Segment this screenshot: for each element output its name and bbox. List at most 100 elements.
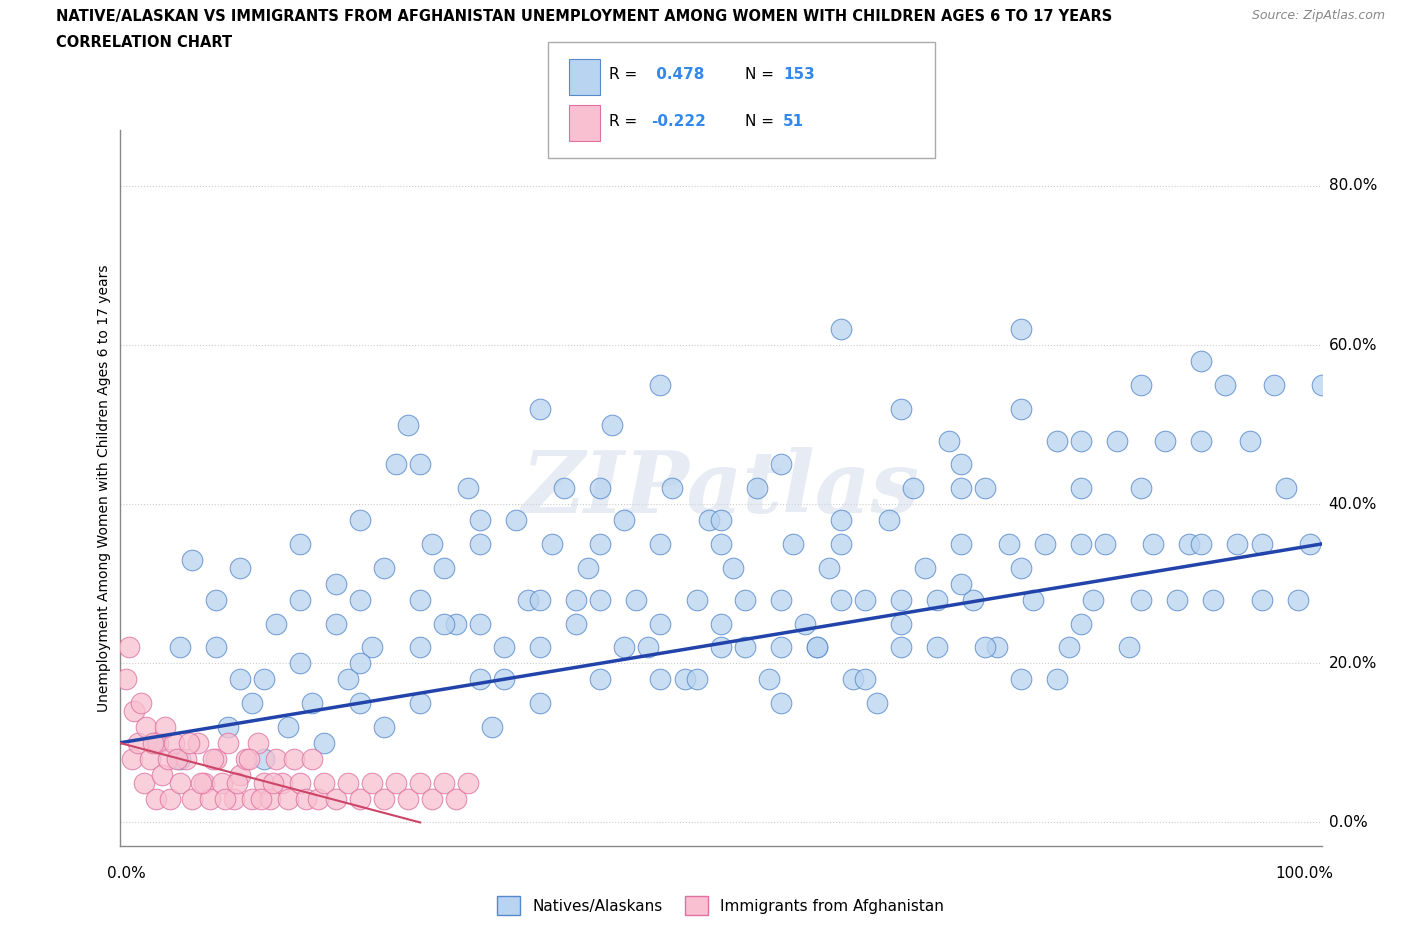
Point <box>349 592 371 607</box>
Point <box>277 791 299 806</box>
Point <box>576 561 599 576</box>
Point <box>409 696 432 711</box>
Text: NATIVE/ALASKAN VS IMMIGRANTS FROM AFGHANISTAN UNEMPLOYMENT AMONG WOMEN WITH CHIL: NATIVE/ALASKAN VS IMMIGRANTS FROM AFGHAN… <box>56 9 1112 24</box>
Point <box>962 592 984 607</box>
Point <box>806 640 828 655</box>
Point <box>1083 592 1105 607</box>
Point <box>890 401 912 416</box>
Point <box>468 671 492 686</box>
Text: R =: R = <box>609 67 643 82</box>
Point <box>325 791 347 806</box>
Point <box>1130 481 1153 496</box>
Point <box>409 776 432 790</box>
Point <box>190 776 212 790</box>
Point <box>782 537 804 551</box>
Point <box>150 767 173 782</box>
Point <box>914 561 936 576</box>
Point <box>806 640 828 655</box>
Point <box>240 696 263 711</box>
Point <box>180 791 202 806</box>
Point <box>866 696 889 711</box>
Point <box>1202 592 1225 607</box>
Point <box>1010 671 1032 686</box>
Point <box>202 751 225 766</box>
Point <box>613 640 636 655</box>
Point <box>1070 433 1092 448</box>
Point <box>444 616 467 631</box>
Point <box>114 671 136 686</box>
Point <box>253 671 276 686</box>
Point <box>565 616 588 631</box>
Point <box>283 751 305 766</box>
Point <box>974 481 997 496</box>
Point <box>420 791 443 806</box>
Point <box>179 736 201 751</box>
Point <box>468 616 492 631</box>
Point <box>468 537 492 551</box>
Point <box>396 418 419 432</box>
Point <box>135 720 157 735</box>
Point <box>661 481 683 496</box>
Point <box>204 751 226 766</box>
Point <box>650 537 672 551</box>
Point <box>238 751 260 766</box>
Point <box>228 561 250 576</box>
Point <box>1010 322 1032 337</box>
Point <box>685 671 707 686</box>
Point <box>890 592 912 607</box>
Point <box>734 640 756 655</box>
Point <box>349 696 371 711</box>
Point <box>830 592 852 607</box>
Point <box>709 512 731 527</box>
Text: Source: ZipAtlas.com: Source: ZipAtlas.com <box>1251 9 1385 22</box>
Point <box>228 767 250 782</box>
Point <box>830 512 852 527</box>
Text: 153: 153 <box>783 67 815 82</box>
Point <box>1070 537 1092 551</box>
Point <box>1033 537 1056 551</box>
Point <box>1215 378 1237 392</box>
Point <box>529 401 551 416</box>
Point <box>162 736 184 751</box>
Point <box>385 776 408 790</box>
Point <box>697 512 720 527</box>
Point <box>626 592 648 607</box>
Point <box>409 457 432 472</box>
Point <box>1189 433 1212 448</box>
Point <box>385 457 408 472</box>
Point <box>409 640 432 655</box>
Text: 40.0%: 40.0% <box>1329 497 1376 512</box>
Point <box>565 592 588 607</box>
Point <box>349 656 371 671</box>
Point <box>217 736 239 751</box>
Point <box>589 671 612 686</box>
Point <box>925 592 948 607</box>
Point <box>637 640 659 655</box>
Point <box>262 776 284 790</box>
Point <box>325 616 347 631</box>
Point <box>769 696 792 711</box>
Point <box>613 512 636 527</box>
Point <box>1189 353 1212 368</box>
Point <box>1250 592 1272 607</box>
Point <box>153 720 176 735</box>
Point <box>217 720 239 735</box>
Point <box>1046 671 1069 686</box>
Point <box>602 418 624 432</box>
Text: -0.222: -0.222 <box>651 113 706 129</box>
Point <box>1070 481 1092 496</box>
Point <box>1263 378 1285 392</box>
Point <box>264 616 287 631</box>
Point <box>325 577 347 591</box>
Point <box>709 616 731 631</box>
Point <box>1142 537 1164 551</box>
Point <box>253 776 276 790</box>
Point <box>830 322 852 337</box>
Point <box>1239 433 1261 448</box>
Point <box>998 537 1021 551</box>
Point <box>301 751 323 766</box>
Point <box>1250 537 1272 551</box>
Text: 60.0%: 60.0% <box>1329 338 1376 352</box>
Y-axis label: Unemployment Among Women with Children Ages 6 to 17 years: Unemployment Among Women with Children A… <box>97 264 111 712</box>
Point <box>877 512 900 527</box>
